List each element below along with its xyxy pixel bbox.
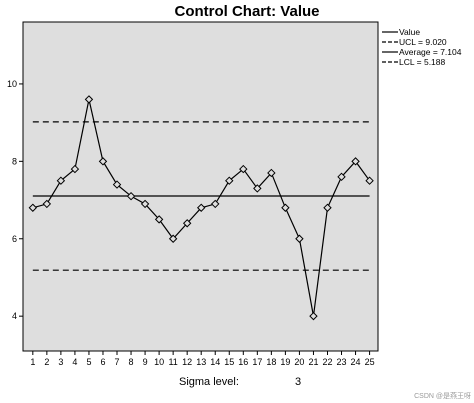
x-tick-label: 10 <box>154 357 164 367</box>
x-tick-label: 6 <box>100 357 105 367</box>
data-point-marker <box>182 219 192 228</box>
y-tick-label: 10 <box>7 79 17 89</box>
x-tick-label: 18 <box>266 357 276 367</box>
x-tick-label: 11 <box>168 357 177 367</box>
data-point-marker <box>309 311 318 321</box>
data-point-marker <box>281 203 290 212</box>
x-tick-label: 8 <box>129 357 134 367</box>
x-tick-label: 19 <box>280 357 290 367</box>
x-tick-label: 13 <box>196 357 206 367</box>
y-axis: 4 6 8 10 <box>7 79 23 321</box>
data-point-marker <box>56 176 66 185</box>
y-tick-label: 4 <box>12 311 17 321</box>
data-point-marker <box>98 157 108 166</box>
x-tick-label: 23 <box>337 357 347 367</box>
data-point-marker <box>168 234 178 243</box>
data-point-marker <box>351 157 360 166</box>
sigma-level-label: Sigma level: <box>179 376 239 388</box>
y-tick-label: 6 <box>12 234 17 244</box>
data-point-marker <box>28 203 38 212</box>
legend-label: Average = 7.104 <box>399 47 462 57</box>
data-point-marker <box>112 180 122 189</box>
x-tick-label: 5 <box>86 357 91 367</box>
x-tick-label: 7 <box>115 357 120 367</box>
data-point-marker <box>323 203 332 212</box>
x-tick-label: 4 <box>72 357 77 367</box>
x-tick-label: 17 <box>252 357 262 367</box>
data-point-marker <box>154 215 164 224</box>
watermark-text: CSDN @是燕王呀 <box>414 391 471 400</box>
x-tick-label: 2 <box>44 357 49 367</box>
data-point-marker <box>365 176 374 185</box>
legend-label: UCL = 9.020 <box>399 37 447 47</box>
x-tick-label: 9 <box>143 357 148 367</box>
data-point-marker <box>84 95 94 104</box>
sigma-level-value: 3 <box>295 376 301 388</box>
data-point-marker <box>239 164 248 174</box>
data-point-marker <box>42 199 52 209</box>
data-point-marker <box>196 203 206 212</box>
chart-title: Control Chart: Value <box>174 3 319 20</box>
x-tick-label: 21 <box>308 357 318 367</box>
x-tick-label: 22 <box>322 357 332 367</box>
data-point-marker <box>337 172 346 182</box>
x-tick-label: 20 <box>294 357 304 367</box>
plot-area <box>22 21 379 352</box>
x-tick-label: 14 <box>210 357 220 367</box>
x-tick-label: 15 <box>224 357 234 367</box>
data-point-marker <box>267 168 276 178</box>
legend-label: Value <box>399 27 420 37</box>
x-tick-label: 3 <box>58 357 63 367</box>
x-axis: 1 2 3 4 5 6 7 8 9 10 11 12 13 14 15 16 17 18 19 20 21 22 23 24 2… <box>30 351 375 367</box>
x-tick-label: 12 <box>182 357 192 367</box>
x-tick-label: 24 <box>351 357 361 367</box>
data-point-marker <box>126 191 136 201</box>
y-tick-label: 8 <box>12 156 17 166</box>
control-lines <box>32 121 370 271</box>
x-tick-label: 16 <box>238 357 248 367</box>
data-point-marker <box>140 199 150 209</box>
series-layer <box>28 95 374 321</box>
data-point-marker <box>211 199 220 209</box>
x-tick-label: 1 <box>30 357 35 367</box>
data-point-marker <box>70 164 80 174</box>
data-point-marker <box>295 234 304 243</box>
legend-label: LCL = 5.188 <box>399 57 446 67</box>
x-tick-label: 25 <box>365 357 375 367</box>
data-point-marker <box>253 184 262 193</box>
data-point-marker <box>225 176 234 185</box>
